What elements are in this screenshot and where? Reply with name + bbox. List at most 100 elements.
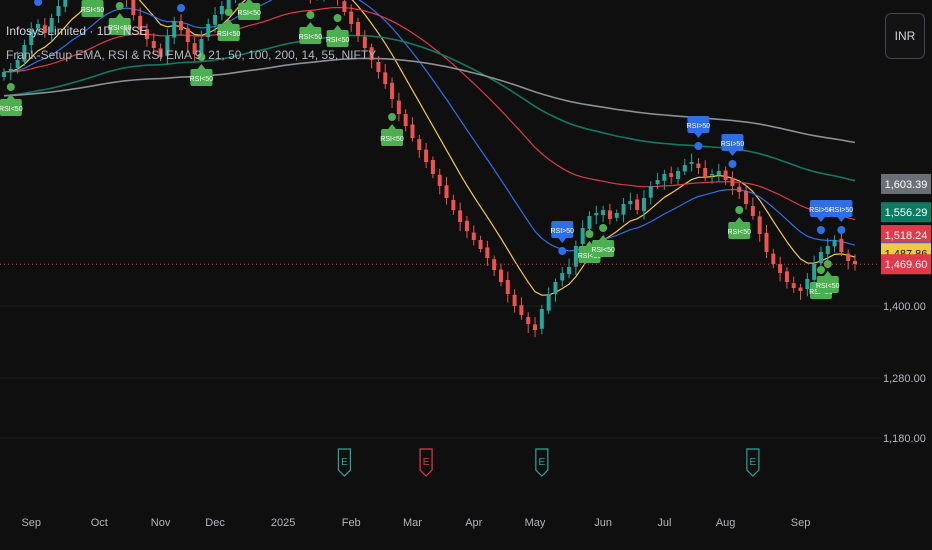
candle-body: [682, 165, 687, 172]
candle: [309, 0, 311, 4]
marker-dot: [816, 226, 825, 234]
marker-pointer: [333, 25, 342, 30]
rsi-above-marker: RSI>50: [809, 200, 833, 234]
candle-body: [512, 294, 517, 306]
candle: [151, 33, 156, 54]
indicator-legend[interactable]: Frank-Setup EMA, RSI & RSI EMA 9, 21, 50…: [6, 48, 377, 62]
candle-body: [696, 163, 701, 168]
candle: [594, 205, 599, 225]
candle: [628, 192, 633, 210]
candle-body: [505, 280, 510, 294]
marker-box: [830, 200, 853, 217]
marker-dot: [34, 0, 43, 6]
marker-pointer: [115, 13, 124, 18]
candle: [533, 317, 538, 338]
candle-body: [805, 279, 810, 290]
candle-body: [430, 160, 435, 174]
candle: [607, 203, 612, 225]
x-tick-label: Sep: [21, 517, 41, 529]
candle-body: [839, 238, 844, 252]
candle-body: [764, 232, 769, 252]
marker-label: RSI<50: [190, 76, 214, 83]
candle-body: [546, 294, 551, 311]
x-tick-label: Aug: [716, 517, 736, 529]
marker-pointer: [728, 151, 737, 156]
marker-label: RSI>50: [809, 207, 833, 214]
candle-body: [437, 174, 442, 186]
marker-pointer: [306, 22, 315, 27]
candle: [832, 235, 837, 253]
candle: [342, 0, 347, 16]
earnings-badge: [535, 448, 549, 477]
candle: [376, 55, 381, 79]
candle: [539, 304, 544, 335]
candle: [703, 160, 708, 182]
candle: [526, 312, 531, 333]
marker-box: [81, 0, 104, 17]
candle: [662, 169, 667, 190]
candle-body: [49, 18, 54, 33]
candle: [219, 1, 224, 21]
candle: [458, 202, 463, 231]
rsi-below-marker: RSI<50: [108, 2, 132, 35]
x-tick-label: Nov: [151, 517, 171, 529]
earnings-icon: E: [746, 448, 760, 477]
price-label-bg: [881, 173, 931, 194]
candle: [675, 167, 680, 185]
candle: [737, 183, 742, 200]
candle: [349, 4, 354, 32]
candle-body: [15, 60, 20, 68]
candle: [165, 28, 170, 65]
candle-body: [410, 124, 415, 138]
rsi-below-marker: RSI<50: [0, 83, 23, 116]
candle-body: [192, 43, 197, 54]
marker-pointer: [599, 235, 608, 240]
marker-dot: [694, 142, 703, 150]
x-tick-label: Apr: [465, 517, 482, 529]
marker-label: RSI<50: [816, 283, 840, 290]
marker-box: [816, 276, 839, 293]
candle-body: [165, 36, 170, 56]
candle-body: [587, 216, 592, 229]
marker-dot: [333, 14, 342, 22]
candle-body: [737, 186, 742, 192]
candle-body: [206, 24, 211, 38]
candle: [614, 209, 619, 222]
candle: [505, 271, 510, 303]
marker-pointer: [816, 217, 825, 222]
candle-body: [798, 287, 803, 291]
candle: [723, 166, 728, 185]
candle: [730, 171, 735, 195]
marker-label: RSI<50: [578, 253, 602, 260]
candle: [750, 197, 755, 220]
price-label: 1,518.24: [881, 225, 931, 246]
currency-button[interactable]: INR: [885, 13, 925, 59]
candle-body: [723, 170, 728, 180]
candle-body: [641, 198, 646, 212]
candle: [396, 92, 401, 122]
candle: [587, 211, 592, 234]
candle-body: [526, 316, 531, 324]
candle-body: [471, 232, 476, 240]
marker-pointer: [585, 241, 594, 246]
marker-dot: [728, 160, 737, 168]
candle: [689, 153, 694, 172]
candle: [15, 51, 20, 74]
candle-body: [750, 205, 755, 216]
candle: [138, 7, 143, 34]
marker-dot: [823, 260, 832, 268]
marker-pointer: [245, 0, 254, 3]
candle-body: [349, 11, 354, 24]
candle-body: [403, 114, 408, 126]
candle: [56, 0, 61, 24]
marker-dot: [599, 224, 608, 232]
candle: [471, 225, 476, 246]
marker-box: [217, 24, 240, 41]
rsi-below-marker: RSI<50: [591, 224, 615, 257]
rsi-below-marker: RSI<50: [380, 113, 404, 146]
candle: [206, 18, 211, 41]
marker-label: RSI<50: [237, 10, 261, 17]
